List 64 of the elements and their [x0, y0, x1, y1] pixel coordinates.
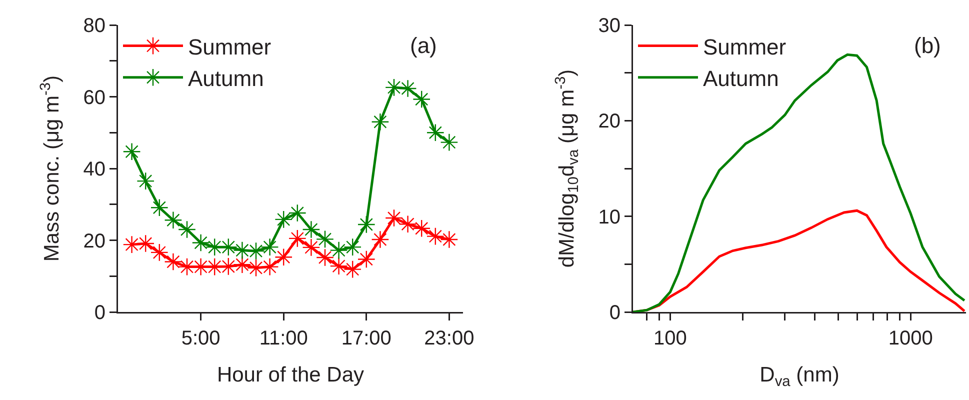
point: [274, 248, 293, 266]
point: [385, 78, 403, 96]
point: [344, 238, 362, 256]
point: [192, 234, 210, 252]
y-tick-label: 60: [83, 86, 106, 109]
point: [150, 243, 168, 262]
y-tick-label: 0: [609, 302, 620, 324]
point: [164, 252, 182, 271]
point: [260, 238, 279, 256]
point: [247, 258, 265, 277]
point: [398, 215, 417, 234]
point: [330, 241, 348, 260]
point: [316, 248, 334, 266]
point: [385, 209, 403, 228]
point: [426, 227, 444, 246]
legend-label: Autumn: [188, 66, 264, 91]
point: [288, 229, 306, 248]
point: [344, 260, 362, 278]
x-axis-title: Hour of the Day: [216, 363, 365, 386]
point: [302, 220, 320, 238]
point: [398, 80, 417, 98]
y-tick-label: 30: [598, 15, 620, 37]
point: [371, 112, 390, 131]
y-tick-label: 10: [598, 206, 620, 228]
point: [136, 172, 155, 190]
legend-label: Summer: [703, 34, 786, 60]
point: [274, 210, 293, 228]
point: [302, 238, 320, 256]
point: [316, 230, 334, 248]
point: [288, 204, 306, 222]
x-tick-label: 23:00: [424, 328, 474, 350]
legend-label: Summer: [188, 34, 272, 60]
point: [247, 242, 265, 260]
point: [164, 211, 182, 230]
point: [371, 230, 390, 249]
x-tick-label: 100: [654, 328, 687, 350]
x-tick-label: 5:00: [181, 328, 220, 350]
y-tick-label: 80: [83, 15, 106, 37]
point: [440, 133, 458, 152]
point: [178, 220, 196, 238]
legend-label: Autumn: [703, 66, 779, 91]
point: [357, 250, 376, 268]
x-axis-title: D$_{va}$ (nm): [760, 363, 840, 390]
point: [122, 236, 141, 254]
point: [412, 219, 431, 238]
point: [122, 142, 141, 161]
annotation: (a): [410, 33, 437, 58]
point: [440, 230, 458, 249]
y-tick-label: 40: [83, 158, 106, 180]
point: [330, 257, 348, 276]
point: [412, 90, 431, 108]
y-tick-label: 20: [83, 230, 106, 252]
x-tick-label: 11:00: [259, 328, 308, 350]
y-tick-label: 20: [598, 110, 620, 133]
point: [357, 215, 376, 234]
point: [150, 198, 168, 217]
point: [426, 124, 444, 142]
point: [136, 234, 155, 252]
y-tick-label: 0: [94, 302, 106, 324]
point: [233, 256, 252, 274]
annotation: (b): [914, 33, 941, 58]
point: [260, 258, 279, 276]
x-tick-label: 17:00: [341, 328, 392, 350]
x-tick-label: 1000: [888, 328, 933, 350]
